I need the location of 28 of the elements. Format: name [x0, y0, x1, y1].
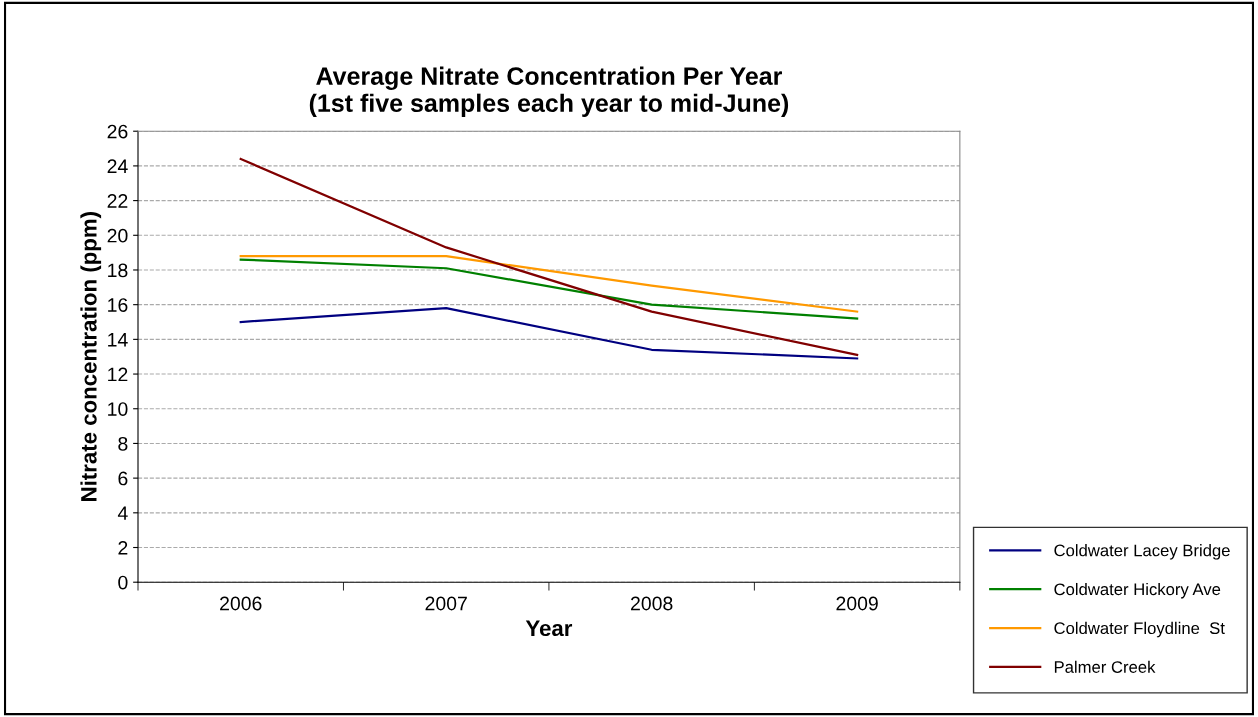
y-tick-label: 8: [118, 436, 128, 451]
y-tick-label: 12: [108, 367, 128, 382]
y-tick-label: 16: [108, 298, 128, 312]
y-tick-label: 2: [118, 540, 128, 555]
x-tick-label: 2007: [425, 596, 467, 611]
y-tick-label: 6: [118, 471, 128, 486]
line-series: [239, 258, 859, 320]
line-series: [239, 307, 859, 360]
line-series: [239, 157, 859, 357]
y-axis-title: Nitrate concentration (ppm): [80, 212, 102, 501]
y-tick-label: 26: [107, 124, 128, 139]
y-tick-label: 10: [108, 402, 128, 416]
y-tick-label: 14: [108, 333, 128, 347]
y-tick-label: 20: [107, 228, 128, 243]
legend-label: Palmer Creek: [1054, 660, 1156, 673]
y-tick-label: 0: [118, 575, 128, 590]
y-tick-label: 4: [117, 506, 128, 520]
legend-label: Coldwater Floydline St: [1054, 621, 1225, 638]
y-tick-label: 24: [107, 159, 128, 173]
legend-label: Coldwater Lacey Bridge: [1054, 544, 1230, 560]
x-tick-label: 2009: [836, 596, 878, 611]
x-tick-label: 2008: [631, 596, 673, 611]
y-tick-label: 22: [107, 194, 128, 208]
y-tick-label: 18: [108, 263, 128, 278]
legend-label: Coldwater Hickory Ave: [1054, 582, 1221, 599]
x-axis-title: Year: [525, 620, 573, 637]
x-tick-label: 2006: [220, 596, 262, 611]
chart-title: Average Nitrate Concentration Per Year (1st five samples each year to mid-June): [309, 66, 789, 117]
